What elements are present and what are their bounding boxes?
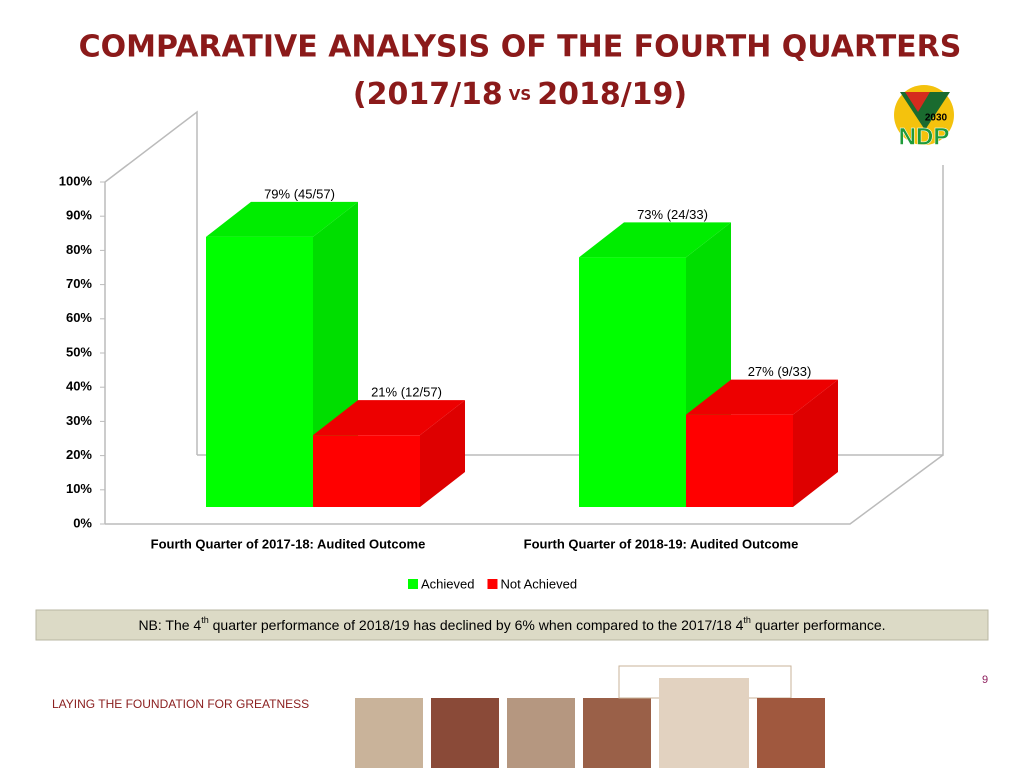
note-part: NB: The 4 xyxy=(138,617,201,633)
bar-front xyxy=(579,257,686,507)
y-tick-label: 30% xyxy=(66,413,92,428)
data-label: 73% (24/33) xyxy=(637,207,708,222)
photo xyxy=(355,698,423,768)
y-tick-label: 90% xyxy=(66,208,92,223)
data-label: 21% (12/57) xyxy=(371,385,442,400)
x-tick-label: Fourth Quarter of 2017-18: Audited Outco… xyxy=(151,536,426,551)
bar xyxy=(313,400,465,507)
y-tick-label: 80% xyxy=(66,242,92,257)
y-tick-label: 70% xyxy=(66,276,92,291)
bar-side xyxy=(793,379,838,507)
y-tick-label: 40% xyxy=(66,379,92,394)
note-sup: th xyxy=(743,615,751,625)
logo-year: 2030 xyxy=(925,113,948,124)
bar-top xyxy=(686,379,838,415)
y-tick-label: 50% xyxy=(66,344,92,359)
bar-top xyxy=(579,222,731,258)
note-box xyxy=(35,609,989,641)
photo xyxy=(583,698,651,768)
title-line2: (2017/18 VS 2018/19) xyxy=(353,77,687,112)
note-part: quarter performance. xyxy=(751,617,886,633)
logo: 2030 NDP xyxy=(894,85,954,151)
photo xyxy=(659,678,749,768)
bar-front xyxy=(206,236,313,507)
bar-side xyxy=(420,400,465,507)
y-tick-label: 60% xyxy=(66,310,92,325)
note-part: quarter performance of 2018/19 has decli… xyxy=(209,617,744,633)
legend-swatch xyxy=(408,579,418,589)
footer-images xyxy=(355,665,825,768)
bar xyxy=(686,379,838,507)
logo-text: NDP xyxy=(899,123,950,150)
tagline: LAYING THE FOUNDATION FOR GREATNESS xyxy=(52,697,309,711)
y-tick-label: 0% xyxy=(73,515,92,530)
y-tick-label: 10% xyxy=(66,481,92,496)
logo-shape xyxy=(905,92,930,112)
legend-label: Achieved xyxy=(421,576,474,591)
back-wall xyxy=(104,110,198,524)
x-tick-label: Fourth Quarter of 2018-19: Audited Outco… xyxy=(524,536,799,551)
data-label: 27% (9/33) xyxy=(748,364,812,379)
y-tick-label: 20% xyxy=(66,447,92,462)
photo xyxy=(431,698,499,768)
title-line1: COMPARATIVE ANALYSIS OF THE FOURTH QUART… xyxy=(79,30,962,65)
note-sup: th xyxy=(201,615,209,625)
photo xyxy=(757,698,825,768)
bar-top xyxy=(206,201,358,237)
legend-swatch xyxy=(487,579,498,589)
legend-label: Not Achieved xyxy=(500,576,577,591)
floor xyxy=(105,454,944,525)
y-tick-label: 100% xyxy=(59,173,93,188)
note: NB: The 4th quarter performance of 2018/… xyxy=(138,615,885,632)
title-part: (2017/18 xyxy=(353,77,503,112)
bar-front xyxy=(313,435,420,507)
photo xyxy=(507,698,575,768)
title-part: VS xyxy=(509,86,531,104)
bar-top xyxy=(313,400,465,436)
page-number: 9 xyxy=(982,674,988,686)
data-label: 79% (45/57) xyxy=(264,186,335,201)
title-part: 2018/19) xyxy=(537,77,687,112)
bar-front xyxy=(686,414,793,507)
